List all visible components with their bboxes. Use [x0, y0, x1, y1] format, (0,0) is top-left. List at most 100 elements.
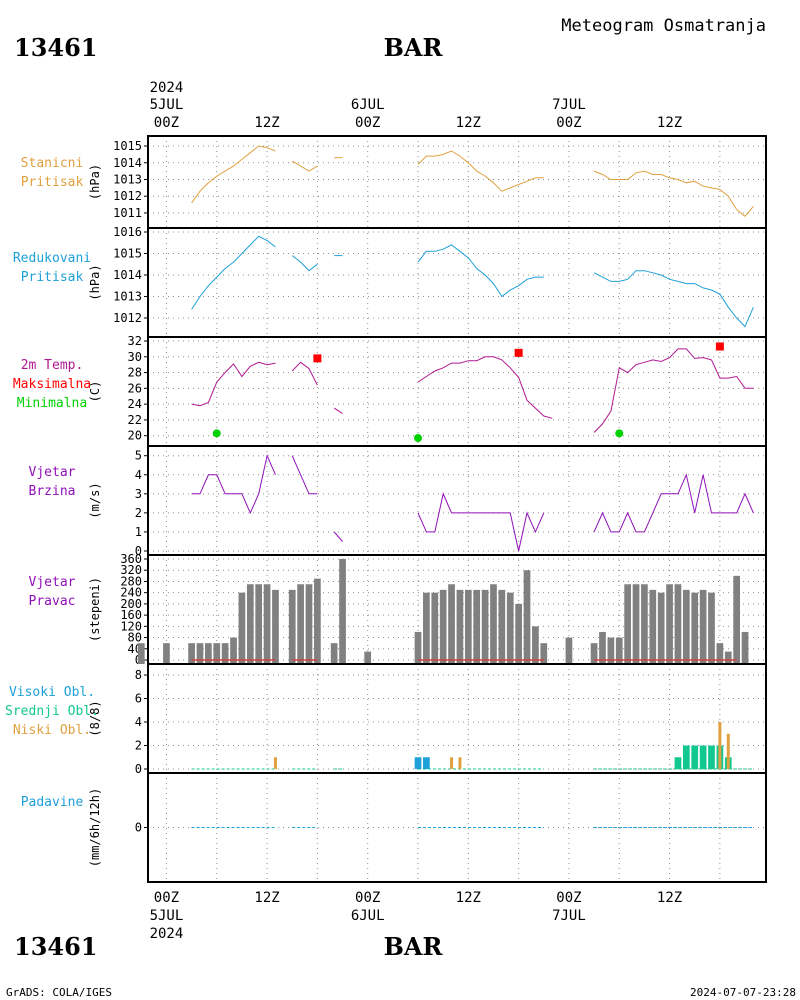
wind-direction-bar [196, 643, 204, 664]
y-tick-label: 22 [128, 413, 142, 427]
day-label-bottom: 6JUL [351, 908, 385, 924]
wind-direction-bar [431, 592, 439, 664]
day-label-top: 5JUL [150, 97, 184, 113]
y-axis-label: (m/s) [88, 482, 102, 518]
y-tick-label: 30 [128, 350, 142, 364]
series-line [417, 356, 553, 419]
hour-label-bottom: 12Z [456, 890, 481, 906]
y-axis-label: (hPa) [88, 264, 102, 300]
wind-direction-bar [238, 592, 246, 664]
wind-direction-bar [230, 637, 237, 664]
y-tick-label: 1012 [113, 189, 142, 203]
wind-direction-bar [682, 589, 690, 664]
wind-direction-bar [439, 589, 447, 664]
wind-direction-bar [691, 592, 699, 664]
wind-direction-bar [674, 584, 682, 664]
cloud-bar [726, 733, 730, 769]
y-tick-label: 1 [135, 525, 142, 539]
series-line [593, 473, 754, 533]
cloud-bar [718, 722, 722, 769]
wind-direction-bar [540, 643, 548, 664]
panel-redukovani-pritisak: 1012 1013 1014 1015 1016 (hPa)Redukovani Priti… [13, 225, 767, 338]
day-label-bottom: 7JUL [552, 908, 586, 924]
y-tick-label: 26 [128, 381, 142, 395]
series-line [417, 150, 544, 192]
hour-label-top: 00Z [355, 115, 380, 131]
y-tick-label: 32 [128, 334, 142, 348]
wind-direction-bar [448, 584, 455, 664]
hour-label-top: 00Z [556, 115, 581, 131]
cloud-bar [273, 757, 277, 769]
y-tick-label: 5 [135, 449, 142, 463]
y-tick-label: 28 [128, 366, 142, 380]
tmin-marker [615, 429, 624, 438]
year-label-top: 2024 [150, 80, 184, 96]
wind-direction-bar [632, 584, 640, 664]
y-tick-label: 320 [120, 563, 142, 577]
tmax-marker [715, 342, 724, 351]
y-axis-label: (hPa) [88, 164, 102, 200]
y-tick-label: 24 [128, 397, 142, 411]
hour-label-bottom: 12Z [657, 890, 682, 906]
series-line [291, 455, 318, 495]
series-line [333, 531, 343, 542]
y-tick-label: 0 [135, 544, 142, 558]
cloud-bar [458, 757, 462, 769]
y-tick-label: 200 [120, 597, 142, 611]
y-tick-label: 1014 [113, 268, 142, 282]
panel-frame [147, 445, 767, 556]
tmax-marker [514, 348, 523, 357]
wind-direction-bar [272, 589, 279, 664]
y-tick-label: 2 [135, 739, 142, 753]
series-line [333, 407, 343, 415]
panel-label: Brzina [29, 484, 76, 499]
y-tick-label: 240 [120, 586, 142, 600]
panel-label: Minimalna [17, 396, 87, 411]
tmin-marker [212, 429, 221, 438]
wind-direction-bar [423, 592, 430, 664]
wind-direction-bar [657, 592, 665, 664]
wind-direction-bar [498, 589, 506, 664]
y-tick-label: 1015 [113, 246, 142, 260]
y-tick-label: 160 [120, 608, 142, 622]
panel-vjetar-pravac: 04080120160200240280320360(stepeni)Vjeta… [29, 552, 767, 667]
footer-left: GrADS: COLA/IGES [6, 986, 112, 999]
hour-label-top: 12Z [456, 115, 481, 131]
series-line [191, 235, 276, 310]
wind-direction-bar [221, 643, 229, 664]
wind-direction-bar [641, 584, 648, 664]
y-tick-label: 120 [120, 619, 142, 633]
y-tick-label: 4 [135, 715, 142, 729]
wind-direction-bar [288, 589, 296, 664]
panel-label: Redukovani [13, 251, 91, 266]
y-tick-label: 20 [128, 429, 142, 443]
wind-direction-bar [481, 589, 489, 664]
cloud-bar [674, 757, 682, 769]
cloud-bar [414, 757, 422, 769]
wind-direction-bar [708, 592, 715, 664]
wind-direction-bar [263, 584, 271, 664]
y-tick-label: 8 [135, 668, 142, 682]
tmin-marker [414, 434, 423, 443]
panel-label: 2m Temp. [21, 358, 84, 373]
wind-direction-bar [565, 637, 573, 664]
series-line [417, 492, 545, 552]
wind-direction-bar [649, 589, 657, 664]
y-tick-label: 1016 [113, 225, 142, 239]
day-label-top: 7JUL [552, 97, 586, 113]
wind-direction-bar [205, 643, 212, 664]
year-label-bottom: 2024 [150, 926, 184, 942]
wind-direction-bar [364, 651, 372, 664]
wind-direction-bar [624, 584, 631, 664]
y-tick-label: 1013 [113, 289, 142, 303]
wind-direction-bar [246, 584, 254, 664]
y-tick-label: 1015 [113, 139, 142, 153]
y-axis-label: (stepeni) [88, 577, 102, 642]
wind-direction-bar [741, 631, 749, 664]
cloud-bar [691, 745, 699, 769]
y-tick-label: 6 [135, 692, 142, 706]
y-axis-label: (C) [88, 381, 102, 403]
wind-direction-bar [414, 631, 422, 664]
panel-vjetar-brzina: 0 1 2 3 4 5 (m/s) Vjetar Brzina [29, 445, 767, 558]
